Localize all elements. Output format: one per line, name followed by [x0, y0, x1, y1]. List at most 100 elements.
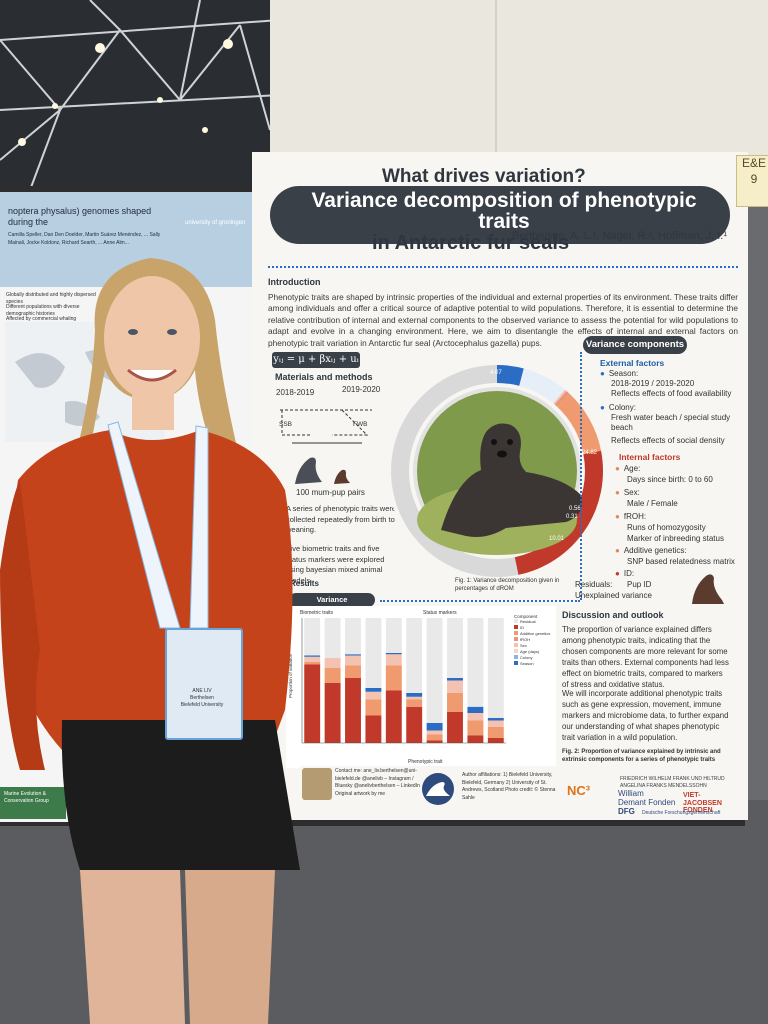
divider — [268, 266, 738, 268]
university-logo: university of groningen — [185, 220, 246, 226]
bar-segment-id — [467, 735, 484, 743]
additive-values: SNP based relatedness matrix — [627, 557, 735, 566]
age-values: Days since birth: 0 to 60 — [627, 475, 713, 484]
bar-segment-id — [447, 711, 463, 743]
bar-segment-id — [365, 715, 382, 743]
season-note: Reflects effects of food availability — [611, 389, 732, 398]
left-bullet-2: Different populations with diverse demog… — [6, 304, 80, 317]
legend-entry: Sex — [520, 643, 527, 648]
bar-segment-residual — [385, 618, 402, 653]
bar-segment-season — [467, 706, 484, 713]
discussion-text-1: The proportion of variance explained dif… — [562, 625, 729, 689]
site-ssb-label: SSB — [279, 421, 293, 428]
bar-segment-residual — [324, 618, 341, 658]
id-values: Pup ID — [627, 580, 652, 589]
legend-swatch — [514, 661, 518, 665]
donut-label: 24.82 — [582, 450, 598, 456]
id-factor: ID: — [615, 569, 634, 579]
left-poster-title: noptera physalus) genomes shaped during … — [8, 206, 152, 228]
legend-swatch — [514, 655, 518, 659]
season-b-label: 2019-2020 — [342, 385, 381, 394]
methods-text-1: A series of phenotypic traits were colle… — [286, 504, 397, 534]
colony-factor: Colony: — [600, 403, 636, 413]
bar-segment-residual — [406, 618, 423, 693]
variance-donut-chart: 4.07 24.82 0.56 0.31 10.01 — [387, 361, 607, 581]
additive-factor: Additive genetics: — [615, 546, 687, 556]
sex-factor: Sex: — [615, 488, 640, 498]
legend-swatch — [514, 619, 518, 623]
legend-entry: Colony — [520, 655, 532, 660]
donut-label: 4.07 — [490, 370, 502, 376]
board-number: E&E 9 — [736, 155, 768, 207]
external-factors-heading: External factors — [600, 358, 665, 368]
bar-segment-season — [447, 678, 463, 681]
board-code-line1: E&E — [741, 156, 766, 170]
bar-segment-id — [385, 690, 402, 743]
variance-bar-chart: Biometric traits Status markers Proporti… — [288, 610, 550, 765]
bar-segment-additive-genetics — [426, 734, 443, 741]
poster-footer — [300, 766, 730, 818]
bar-segment-id — [304, 664, 321, 743]
badge-line1: ANE LIV — [192, 688, 212, 694]
dfg-logo: DFG — [618, 807, 635, 816]
seal-logo-icon — [422, 773, 454, 805]
bar-segment-residual — [487, 618, 504, 718]
bar-segment-id — [324, 683, 341, 743]
donut-label: 0.56 — [569, 506, 581, 512]
donut-label: 10.01 — [549, 536, 565, 542]
methods-heading: Materials and methods — [275, 372, 373, 382]
ceiling-truss — [0, 0, 281, 191]
methods-text-2: Five biometric traits and five status ma… — [286, 544, 385, 585]
legend-swatch — [514, 649, 518, 653]
residuals-factor: Residuals: — [575, 580, 613, 589]
divider-vertical — [580, 352, 583, 600]
residuals-values: Unexplained variance — [575, 591, 652, 600]
bar-segment-age-days- — [467, 713, 484, 721]
bar-segment-age-days- — [406, 696, 423, 700]
donut-label: 0.31 — [566, 514, 578, 520]
bar-segment-additive-genetics — [467, 720, 484, 736]
left-bullet-3: Affected by commercial whaling — [6, 316, 77, 322]
legend-entry: fROH — [520, 637, 530, 642]
legend-swatch — [514, 625, 518, 629]
demant-text: Demant Fonden — [618, 797, 676, 807]
bar-segment-residual — [467, 618, 484, 707]
bar-segment-age-days- — [345, 655, 361, 666]
mum-pup-pairs: 100 mum-pup pairs — [296, 488, 365, 497]
frank-foundation-logo: FRIEDRICH WILHELM FRANK UND HILTRUD ANGE… — [620, 776, 725, 789]
legend-swatch — [514, 643, 518, 647]
left-poster-footer: Marine Evolution & Conservation Group — [0, 787, 66, 819]
site-fwb-label: FWB — [353, 421, 368, 428]
age-factor: Age: — [615, 464, 640, 474]
bar-segment-season — [365, 688, 382, 692]
bar-segment-age-days- — [324, 658, 341, 668]
season-factor: Season: — [600, 369, 638, 379]
bar-segment-additive-genetics — [345, 665, 361, 678]
donut-slice-froh — [553, 389, 567, 405]
bar-segment-additive-genetics — [324, 668, 341, 683]
divider — [380, 600, 580, 602]
nc3-logo: NC³ — [567, 783, 591, 798]
wall-seam — [495, 0, 497, 180]
legend-entry: Season — [520, 661, 534, 666]
bar-segment-residual — [304, 618, 321, 656]
contact-info: Contact me: ane_liv.berthelsen@uni-biele… — [335, 768, 420, 797]
left-bullet-1: Globally distributed and highly disperse… — [6, 292, 96, 305]
seal-icons — [295, 457, 350, 484]
legend-swatch — [514, 637, 518, 641]
status-label: Status markers — [423, 610, 457, 616]
intro-heading: Introduction — [268, 277, 321, 287]
legend-entry: ID — [520, 625, 524, 630]
y-axis-label: Proportion of variance — [288, 653, 293, 698]
bar-segment-additive-genetics — [406, 699, 423, 707]
discussion-heading: Discussion and outlook — [562, 610, 664, 620]
seal-silhouette-icon — [692, 574, 724, 604]
legend-entry: Residual — [520, 619, 536, 624]
bar-segment-age-days- — [365, 691, 382, 700]
fig2-caption: Fig. 2: Proportion of variance explained… — [562, 749, 721, 763]
fig1-caption: Fig. 1: Variance decomposition given in … — [455, 578, 560, 592]
william-text: William — [618, 789, 644, 798]
poster-kicker: What drives variation? — [382, 166, 586, 187]
bar-segment-id — [406, 706, 423, 743]
variance-components-band: Variance components — [583, 336, 687, 354]
